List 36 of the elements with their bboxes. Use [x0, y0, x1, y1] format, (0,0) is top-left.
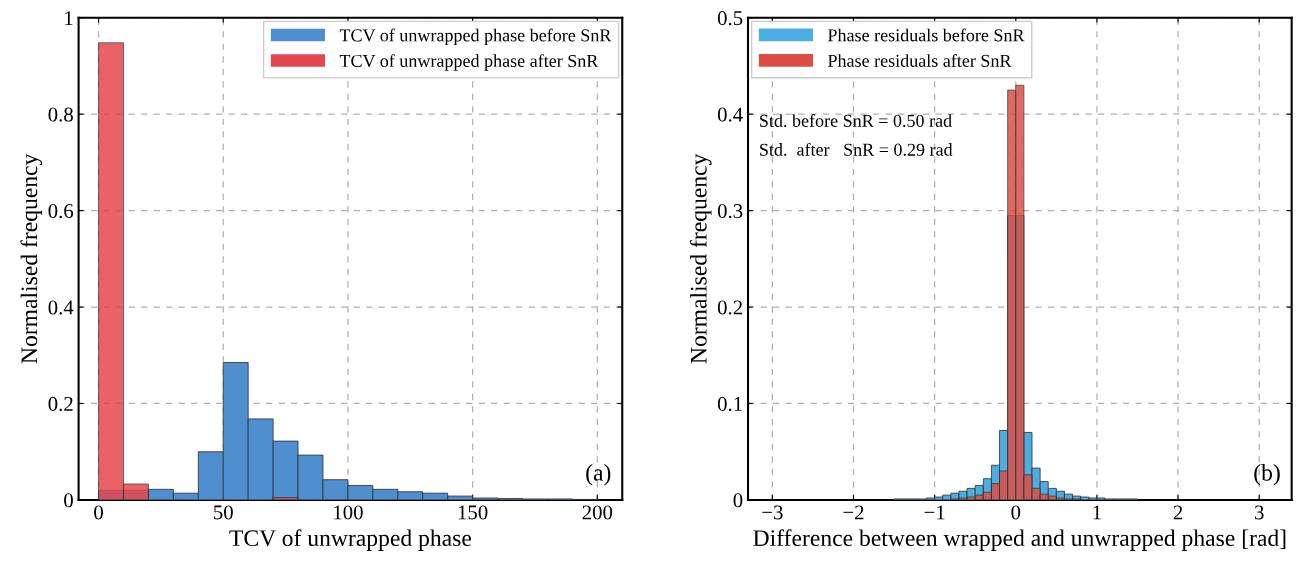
y-axis-title: Normalised frequency: [20, 153, 43, 364]
x-tick-label: −1: [924, 505, 945, 520]
annotation: Std. after SnR = 0.29 rad: [760, 142, 953, 156]
annotation: (b): [1254, 464, 1280, 486]
annotation: (a): [586, 464, 611, 486]
x-tick-label: 150: [458, 505, 488, 520]
legend-label: TCV of unwrapped phase after SnR: [339, 54, 599, 71]
y-tick-label: 0.6: [48, 203, 74, 219]
y-axis-title: Normalised frequency: [689, 153, 712, 364]
y-tick-label: 0.8: [48, 107, 73, 122]
x-tick-label: 0: [94, 505, 103, 520]
x-tick-label: 200: [582, 505, 613, 520]
y-tick-label: 0.1: [717, 396, 742, 412]
y-tick-label: 0.4: [717, 107, 743, 122]
x-tick-label: −3: [762, 505, 783, 520]
y-tick-label: 0.4: [48, 300, 74, 315]
x-tick-label: −2: [843, 505, 864, 520]
x-tick-label: 1: [1093, 505, 1101, 520]
x-axis-title: TCV of unwrapped phase: [229, 529, 472, 551]
y-tick-label: 0.2: [48, 396, 73, 412]
annotation: Std. before SnR = 0.50 rad: [760, 113, 952, 127]
x-tick-label: 2: [1173, 505, 1183, 520]
x-axis-title: Difference between wrapped and unwrapped phase [rad]: [753, 529, 1286, 551]
y-tick-label: 0.2: [717, 300, 742, 315]
y-tick-label: 0: [733, 493, 743, 508]
legend-label: Phase residuals after SnR: [827, 54, 1012, 67]
y-tick-label: 0.5: [717, 11, 743, 26]
legend-label: TCV of unwrapped phase before SnR: [339, 28, 612, 46]
y-tick-label: 0.3: [717, 203, 743, 219]
x-tick-label: 50: [214, 505, 233, 520]
x-tick-label: 3: [1254, 505, 1264, 520]
y-tick-label: 0: [64, 493, 73, 508]
x-tick-label: 0: [1011, 505, 1021, 520]
y-tick-label: 1: [65, 11, 73, 25]
legend-label: Phase residuals before SnR: [827, 28, 1025, 42]
x-tick-label: 100: [334, 505, 363, 520]
